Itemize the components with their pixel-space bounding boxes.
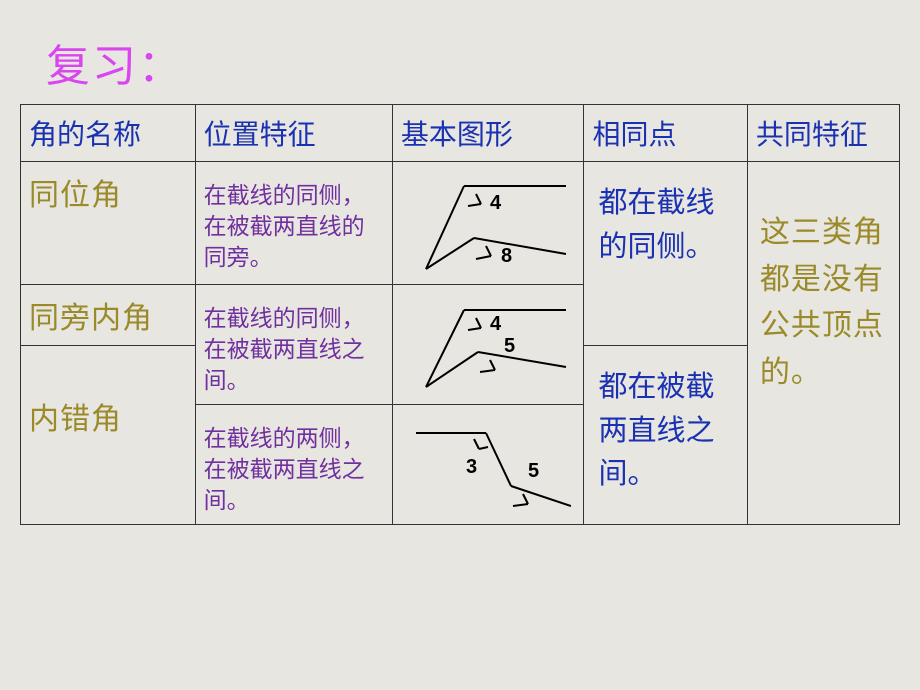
- corresponding-angle-icon: 48: [406, 164, 571, 282]
- angles-table: 角的名称 位置特征 基本图形 相同点 共同特征 同位角 在截线的同侧，在被截两直…: [20, 104, 900, 525]
- name-corresponding: 同位角: [21, 162, 196, 285]
- diagram-consecutive-interior: 45: [392, 285, 584, 405]
- same-point-same-side: 都在截线的同侧。: [584, 162, 747, 346]
- header-angle-name: 角的名称: [21, 105, 196, 162]
- row-corresponding: 同位角 在截线的同侧，在被截两直线的同旁。 48 都在截线的同侧。 这三类角都是…: [21, 162, 900, 285]
- desc-consecutive-interior-text: 在截线的同侧，在被截两直线之间。: [204, 293, 384, 396]
- header-diagram: 基本图形: [392, 105, 584, 162]
- desc-corresponding-text: 在截线的同侧，在被截两直线的同旁。: [204, 170, 384, 273]
- name-consecutive-interior: 同旁内角: [21, 285, 196, 346]
- desc-alternate-interior: 在截线的两侧，在被截两直线之间。: [195, 405, 392, 525]
- header-position: 位置特征: [195, 105, 392, 162]
- svg-text:8: 8: [501, 245, 512, 267]
- header-common: 共同特征: [747, 105, 899, 162]
- common-feature-cell: 这三类角都是没有公共顶点的。: [747, 162, 899, 525]
- desc-alternate-interior-text: 在截线的两侧，在被截两直线之间。: [204, 413, 384, 516]
- page-title: 复习：: [0, 0, 920, 104]
- alternate-interior-angle-icon: 35: [406, 411, 571, 519]
- svg-text:4: 4: [490, 313, 502, 335]
- svg-text:5: 5: [504, 335, 515, 357]
- svg-text:5: 5: [528, 460, 539, 482]
- same-point-between: 都在被截两直线之间。: [584, 346, 747, 525]
- svg-text:3: 3: [466, 456, 477, 478]
- name-alternate-interior: 内错角: [21, 346, 196, 525]
- desc-corresponding: 在截线的同侧，在被截两直线的同旁。: [195, 162, 392, 285]
- header-row: 角的名称 位置特征 基本图形 相同点 共同特征: [21, 105, 900, 162]
- svg-text:4: 4: [490, 192, 502, 214]
- diagram-corresponding: 48: [392, 162, 584, 285]
- same-point-2-text: 都在被截两直线之间。: [592, 354, 738, 509]
- diagram-alternate-interior: 35: [392, 405, 584, 525]
- common-feature-text: 这三类角都是没有公共顶点的。: [756, 170, 891, 436]
- header-same-point: 相同点: [584, 105, 747, 162]
- consecutive-interior-angle-icon: 45: [406, 292, 571, 397]
- same-point-1-text: 都在截线的同侧。: [592, 170, 738, 281]
- desc-consecutive-interior: 在截线的同侧，在被截两直线之间。: [195, 285, 392, 405]
